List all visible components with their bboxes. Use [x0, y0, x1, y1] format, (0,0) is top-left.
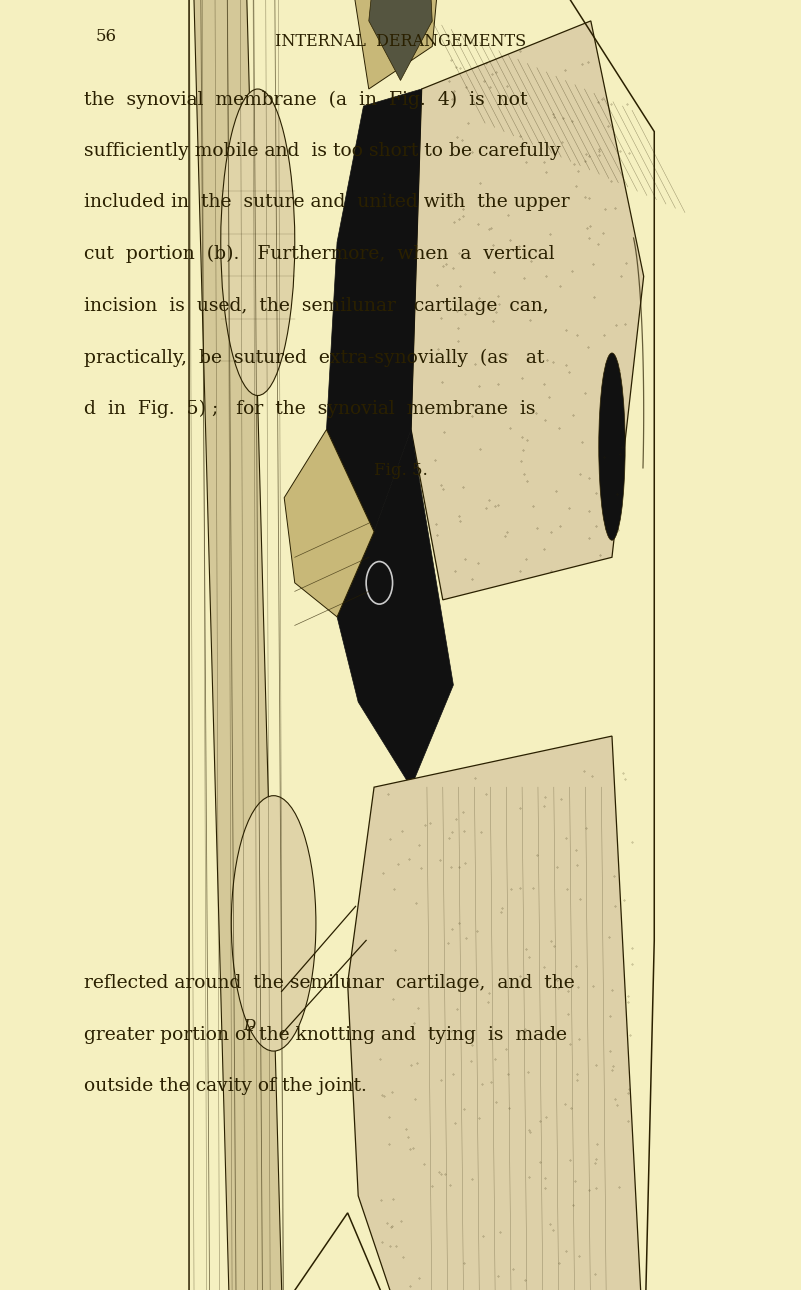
Text: Fig. 5.: Fig. 5.	[373, 462, 428, 479]
Text: 56: 56	[96, 28, 117, 45]
Text: INTERNAL  DERANGEMENTS: INTERNAL DERANGEMENTS	[275, 32, 526, 50]
Polygon shape	[368, 0, 433, 80]
Text: sufficiently mobile and  is too short to be carefully: sufficiently mobile and is too short to …	[84, 142, 561, 160]
Text: D: D	[244, 1019, 256, 1032]
Ellipse shape	[231, 796, 316, 1051]
Polygon shape	[189, 0, 284, 1290]
Polygon shape	[284, 430, 374, 617]
Polygon shape	[327, 0, 453, 89]
Text: practically,  be  sutured  extra-synovially  (as   at: practically, be sutured extra-synovially…	[84, 348, 545, 366]
Text: incision  is  used,  the  semilunar   cartilage  can,: incision is used, the semilunar cartilag…	[84, 297, 549, 315]
Text: included in  the  suture and  united with  the upper: included in the suture and united with t…	[84, 194, 570, 212]
Text: outside the cavity of the joint.: outside the cavity of the joint.	[84, 1077, 367, 1095]
Ellipse shape	[221, 89, 295, 396]
Polygon shape	[337, 430, 453, 787]
Text: greater portion of the knotting and  tying  is  made: greater portion of the knotting and tyin…	[84, 1026, 567, 1044]
Polygon shape	[348, 737, 644, 1290]
Text: the  synovial  membrane  (a  in  Fig.  4)  is  not: the synovial membrane (a in Fig. 4) is n…	[84, 90, 528, 108]
Polygon shape	[411, 21, 644, 600]
Ellipse shape	[598, 353, 626, 541]
Text: cut  portion  (b).   Furthermore,  when  a  vertical: cut portion (b). Furthermore, when a ver…	[84, 245, 555, 263]
Text: reflected around  the semilunar  cartilage,  and  the: reflected around the semilunar cartilage…	[84, 974, 575, 992]
Text: d  in  Fig.  5) ;   for  the  synovial  membrane  is: d in Fig. 5) ; for the synovial membrane…	[84, 400, 536, 418]
Polygon shape	[327, 89, 421, 531]
